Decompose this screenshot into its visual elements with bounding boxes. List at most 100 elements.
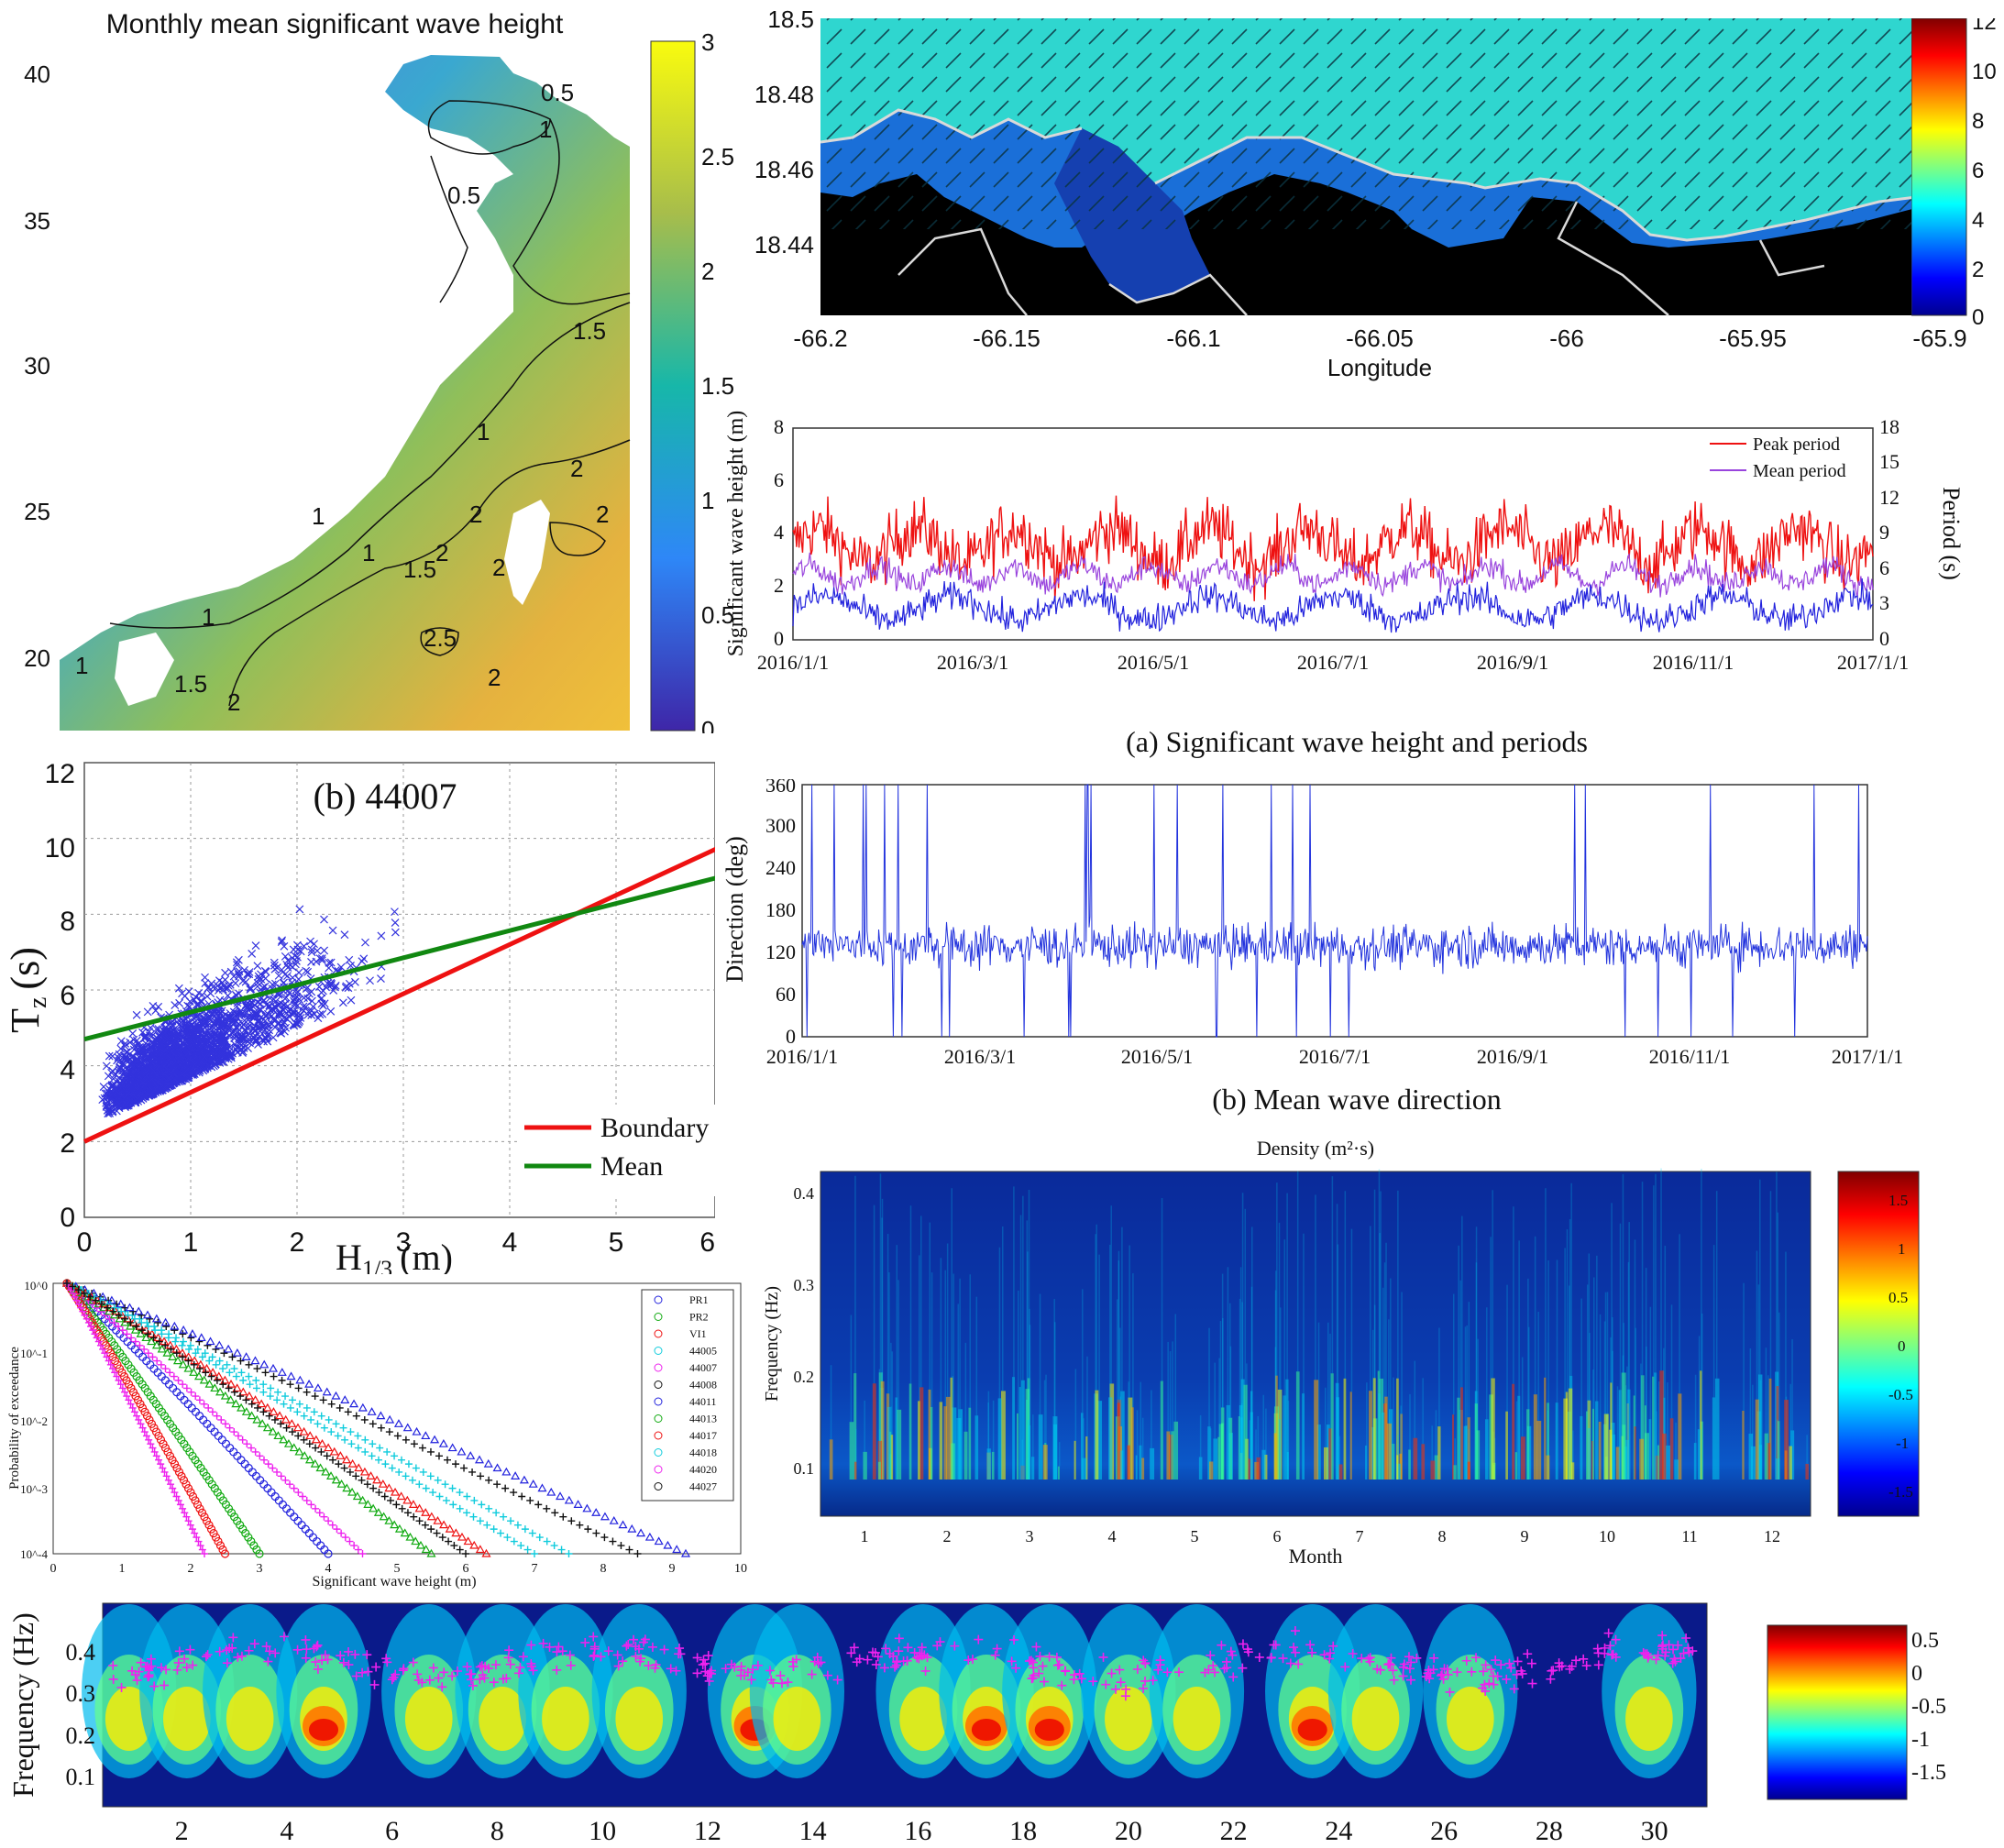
data-point: [531, 1550, 538, 1557]
data-point: [526, 1496, 534, 1504]
spectral-streak: [1765, 1348, 1767, 1434]
x-tick-label: 2016/7/1: [1299, 1045, 1371, 1068]
spectral-streak: [987, 1391, 990, 1449]
peak-marker: [1479, 1666, 1489, 1677]
y-tick-label: 0: [774, 627, 784, 650]
data-point: [228, 1353, 237, 1361]
spectral-streak: [1759, 1179, 1761, 1375]
spectral-streak: [1639, 1438, 1645, 1480]
peak-marker: [237, 1651, 247, 1661]
data-point: [167, 1480, 175, 1489]
spectral-streak: [1198, 1457, 1203, 1480]
scatter-point: [105, 1051, 114, 1061]
spectral-streak: [1261, 1449, 1266, 1480]
data-point: [358, 1476, 366, 1484]
data-point: [433, 1515, 443, 1524]
data-point: [408, 1476, 416, 1484]
scatter-point: [248, 950, 257, 958]
scatter-point: [171, 1037, 180, 1046]
data-point: [264, 1460, 272, 1468]
spectral-streak: [1274, 1347, 1277, 1434]
peak-marker: [1221, 1656, 1231, 1666]
data-point: [324, 1443, 334, 1452]
data-point: [105, 1314, 114, 1323]
data-point: [273, 1431, 283, 1440]
peak-marker: [1509, 1684, 1519, 1694]
data-point: [113, 1372, 121, 1380]
data-point: [83, 1314, 91, 1323]
contour-label: 1: [202, 603, 215, 631]
scatter-point: [155, 1078, 164, 1087]
x-tick-label: 5: [394, 1562, 401, 1576]
x-axis: 0 1 2 3 4 5 6 7 8 9 10: [50, 1562, 748, 1576]
x-tick-label: 2016/3/1: [937, 651, 1008, 674]
data-point: [215, 1340, 225, 1349]
panel-title: (b) 44007: [314, 776, 457, 817]
spectral-streak: [1378, 1392, 1381, 1480]
spectral-streak: [1250, 1412, 1253, 1480]
data-point: [312, 1504, 320, 1512]
x-tick-label: 2016/9/1: [1477, 651, 1548, 674]
scatter-point: [240, 1010, 249, 1019]
spectral-streak: [1173, 1421, 1179, 1480]
scatter-point: [326, 978, 336, 987]
data-point: [375, 1456, 382, 1464]
data-point: [206, 1524, 216, 1534]
data-point: [241, 1352, 251, 1360]
data-point: [433, 1529, 441, 1537]
peak-marker: [1210, 1667, 1220, 1678]
scatter-point: [126, 1038, 135, 1047]
scatter-point: [320, 915, 328, 924]
scatter-point: [129, 1045, 138, 1054]
x-tick-label: 2016/11/1: [1653, 651, 1734, 674]
spectral-streak: [1518, 1240, 1520, 1396]
data-point: [457, 1532, 468, 1541]
peak-marker: [622, 1641, 632, 1651]
peak-marker: [702, 1671, 712, 1681]
spectral-streak: [1286, 1451, 1290, 1480]
scatter-point: [271, 996, 281, 1006]
scatter-point: [159, 1054, 167, 1062]
data-point: [106, 1360, 115, 1369]
scatter-point: [160, 1028, 170, 1038]
cbar-tick-label: -0.5: [1911, 1695, 1946, 1719]
scatter-point: [167, 1081, 176, 1089]
spectral-streak: [1777, 1212, 1778, 1387]
scatter-point: [212, 1014, 221, 1023]
x-tick-label: 2016/5/1: [1118, 651, 1189, 674]
peak-marker: [666, 1664, 676, 1674]
scatter-point: [350, 977, 359, 986]
data-point: [557, 1546, 566, 1554]
scatter-point: [292, 994, 301, 1003]
spectral-streak: [1675, 1422, 1677, 1460]
data-point: [142, 1432, 150, 1440]
data-point: [315, 1463, 325, 1472]
spectral-streak: [1302, 1393, 1305, 1480]
peak-marker: [580, 1637, 590, 1647]
spectral-streak: [1128, 1397, 1133, 1480]
data-point: [369, 1440, 377, 1448]
x-tick-label: 3: [396, 1227, 412, 1258]
peak-marker: [915, 1648, 925, 1658]
data-point: [195, 1396, 204, 1404]
scatter-point: [116, 1063, 126, 1072]
scatter-point: [283, 956, 292, 965]
data-point: [153, 1357, 161, 1365]
scatter-point: [231, 1011, 240, 1020]
peak-marker: [1148, 1676, 1158, 1686]
data-point: [118, 1384, 127, 1392]
legend-marker: [654, 1431, 663, 1440]
data-point: [377, 1424, 385, 1432]
data-point: [172, 1334, 181, 1342]
x-tick-label: 2016/9/1: [1477, 1045, 1548, 1068]
data-point: [462, 1550, 469, 1557]
spectral-streak: [919, 1255, 920, 1402]
spectral-streak: [1615, 1446, 1620, 1480]
wave-direction-chart: 0 60 120 180 240 300 360 Direction (deg)…: [721, 779, 1903, 1116]
spectral-streak: [864, 1400, 865, 1452]
data-point: [564, 1495, 574, 1504]
data-point: [331, 1475, 341, 1484]
peak-marker: [144, 1670, 154, 1680]
data-point: [286, 1371, 296, 1380]
spectral-streak: [1789, 1383, 1791, 1446]
